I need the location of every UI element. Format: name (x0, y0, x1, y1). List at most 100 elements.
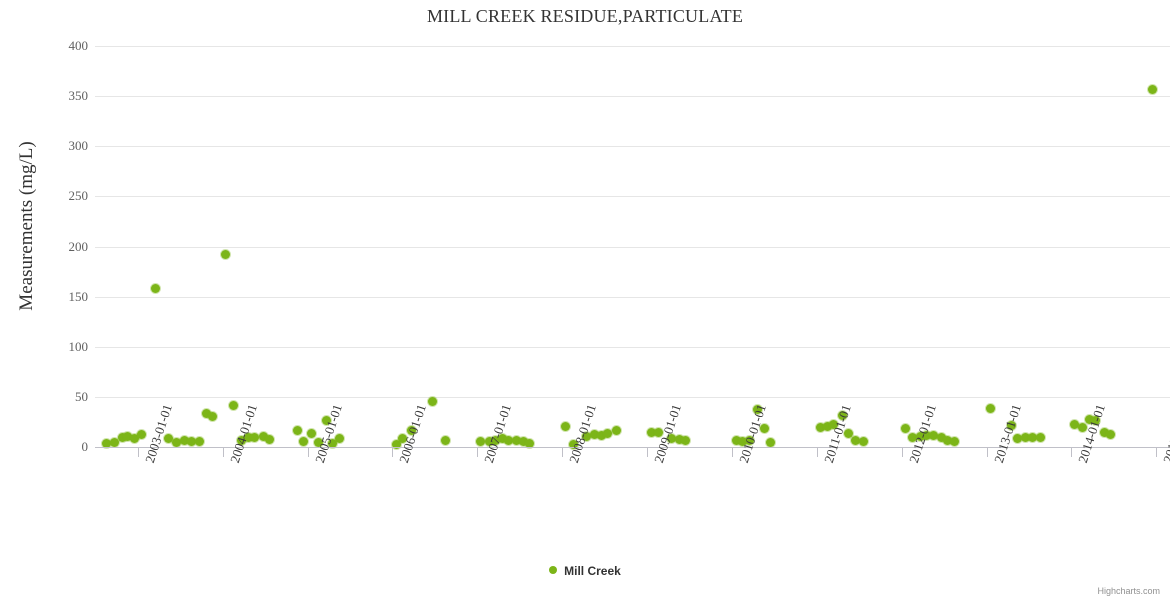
data-point[interactable] (1078, 423, 1088, 433)
data-point[interactable] (596, 431, 606, 441)
data-point[interactable] (292, 426, 302, 436)
data-point[interactable] (681, 436, 691, 446)
data-point[interactable] (1084, 415, 1094, 425)
data-point[interactable] (731, 436, 741, 446)
data-point[interactable] (525, 439, 535, 449)
data-point[interactable] (647, 428, 657, 438)
data-point[interactable] (1036, 433, 1046, 443)
data-point[interactable] (1099, 428, 1109, 438)
data-point[interactable] (901, 424, 911, 434)
data-point[interactable] (398, 434, 408, 444)
data-point[interactable] (738, 437, 748, 447)
gridline (95, 196, 1170, 198)
data-point[interactable] (753, 405, 763, 415)
data-point[interactable] (766, 438, 776, 448)
x-axis-tick-mark (647, 448, 649, 457)
data-point[interactable] (850, 436, 860, 446)
data-point[interactable] (858, 437, 868, 447)
data-point[interactable] (130, 434, 139, 444)
data-point[interactable] (1106, 430, 1115, 440)
data-point[interactable] (299, 437, 309, 447)
data-point[interactable] (949, 437, 959, 447)
data-point[interactable] (1027, 433, 1037, 443)
x-axis-tick-mark (1156, 448, 1158, 457)
data-point[interactable] (440, 436, 450, 446)
data-point[interactable] (221, 250, 231, 260)
data-point[interactable] (321, 416, 331, 426)
data-point[interactable] (406, 426, 416, 436)
data-point[interactable] (928, 431, 938, 441)
data-point[interactable] (164, 434, 174, 444)
data-point[interactable] (1006, 421, 1016, 431)
data-point[interactable] (666, 434, 676, 444)
data-point[interactable] (907, 433, 917, 443)
data-point[interactable] (491, 436, 501, 446)
data-point[interactable] (265, 435, 275, 445)
data-point[interactable] (590, 430, 600, 440)
data-point[interactable] (229, 401, 239, 411)
data-point[interactable] (497, 434, 507, 444)
data-point[interactable] (313, 438, 323, 448)
chart-title: MILL CREEK RESIDUE,PARTICULATE (426, 6, 744, 26)
data-point[interactable] (1148, 84, 1158, 94)
x-axis-tick-mark (731, 448, 733, 457)
data-point[interactable] (391, 440, 401, 450)
data-point[interactable] (427, 397, 437, 407)
data-point[interactable] (985, 404, 995, 414)
data-point[interactable] (243, 433, 253, 443)
data-point[interactable] (307, 429, 317, 439)
data-point[interactable] (837, 411, 847, 421)
data-point[interactable] (186, 437, 196, 447)
legend-label: Mill Creek (564, 563, 621, 578)
data-point[interactable] (653, 428, 663, 438)
data-point[interactable] (518, 437, 528, 447)
data-point[interactable] (476, 437, 486, 447)
data-point[interactable] (110, 438, 120, 448)
data-point[interactable] (484, 437, 494, 447)
data-point[interactable] (201, 409, 211, 419)
data-point[interactable] (561, 422, 571, 432)
data-point[interactable] (180, 436, 190, 446)
data-point[interactable] (118, 433, 128, 443)
y-axis-tick-label: 50 (75, 388, 88, 404)
data-point[interactable] (844, 429, 854, 439)
data-point[interactable] (674, 435, 684, 445)
gridline (95, 146, 1170, 148)
data-point[interactable] (334, 434, 344, 444)
x-axis-line (95, 447, 1170, 448)
data-point[interactable] (569, 440, 579, 450)
data-point[interactable] (816, 423, 826, 433)
data-point[interactable] (195, 437, 205, 447)
data-point[interactable] (582, 432, 592, 442)
data-point[interactable] (1091, 416, 1101, 426)
data-point[interactable] (759, 424, 769, 434)
data-point[interactable] (151, 284, 161, 294)
data-point[interactable] (258, 432, 268, 442)
data-point[interactable] (172, 438, 182, 448)
legend-item[interactable]: Mill Creek (549, 563, 621, 578)
data-point[interactable] (822, 422, 832, 432)
data-point[interactable] (328, 439, 338, 449)
data-point[interactable] (504, 436, 514, 446)
data-point[interactable] (915, 432, 925, 442)
gridline (95, 96, 1170, 98)
data-point[interactable] (744, 436, 754, 446)
data-point[interactable] (1021, 433, 1031, 443)
data-point[interactable] (611, 426, 621, 436)
data-point[interactable] (512, 436, 522, 446)
data-point[interactable] (208, 412, 218, 422)
data-point[interactable] (922, 431, 932, 441)
highcharts-credit[interactable]: Highcharts.com (1097, 586, 1160, 596)
data-point[interactable] (1013, 434, 1023, 444)
data-point[interactable] (603, 429, 613, 439)
data-point[interactable] (136, 430, 146, 440)
data-point[interactable] (936, 433, 946, 443)
data-point[interactable] (102, 439, 112, 449)
data-point[interactable] (123, 432, 133, 442)
data-point[interactable] (943, 436, 953, 446)
x-axis-tick-mark (307, 448, 309, 457)
data-point[interactable] (250, 433, 260, 443)
data-point[interactable] (1070, 420, 1080, 430)
data-point[interactable] (237, 436, 247, 446)
data-point[interactable] (829, 420, 839, 430)
